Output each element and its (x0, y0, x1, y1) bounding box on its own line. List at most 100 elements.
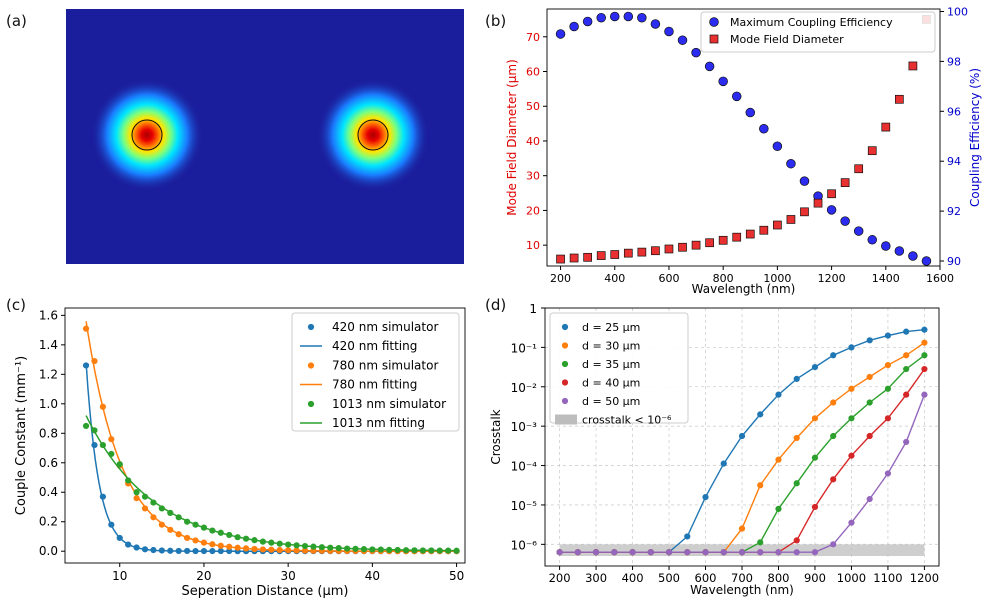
d-series-point (866, 337, 873, 344)
b-point-mode-field-diameter (800, 207, 809, 217)
d-legend-marker (561, 397, 569, 405)
c-sim-point (192, 537, 199, 544)
c-sim-point (200, 539, 208, 546)
d-legend-marker (561, 379, 569, 386)
d-series-point (811, 549, 819, 556)
b-point-coupling-efficiency (745, 107, 756, 118)
d-series-point (921, 391, 928, 398)
b-point-coupling-efficiency (867, 235, 877, 245)
c-sim-point (133, 495, 140, 502)
d-y-tick-label: 10⁻³ (511, 420, 538, 434)
c-sim-point (133, 489, 140, 496)
b-point-coupling-efficiency (799, 176, 810, 186)
d-x-tick-label: 200 (549, 571, 571, 585)
d-legend-label: d = 30 μm (582, 340, 640, 353)
d-series-point (720, 460, 727, 467)
b-point-mode-field-diameter (908, 61, 918, 71)
d-series-point (811, 363, 819, 371)
b-point-coupling-efficiency (908, 251, 918, 261)
b-point-coupling-efficiency (691, 47, 701, 58)
c-sim-point (276, 546, 283, 554)
b-yright-axis-label: Coupling Efficiency (%) (968, 68, 982, 207)
c-sim-point (402, 547, 410, 554)
c-sim-point (108, 521, 115, 528)
b-yleft-tick-label: 60 (526, 66, 540, 79)
d-series-point (866, 399, 873, 406)
c-sim-point (150, 499, 157, 506)
d-series-point (903, 438, 910, 446)
c-y-tick-label: 1.4 (39, 338, 58, 352)
mode-right-glow (317, 79, 429, 191)
b-point-coupling-efficiency (650, 19, 661, 29)
b-yright-tick-label: 100 (947, 5, 968, 18)
c-x-tick-label: 20 (196, 569, 211, 583)
b-point-mode-field-diameter (637, 247, 647, 257)
b-point-mode-field-diameter (664, 244, 674, 254)
d-series-point (830, 476, 837, 483)
d-series-point (884, 385, 892, 392)
c-sim-point (116, 461, 123, 468)
b-point-mode-field-diameter (773, 220, 782, 230)
d-series-point (884, 470, 892, 477)
d-series-point (592, 549, 600, 556)
c-sim-point (301, 542, 309, 550)
panel-label-b: (b) (485, 12, 506, 30)
d-series-point (866, 432, 873, 440)
b-point-coupling-efficiency (582, 16, 593, 27)
c-y-tick-label: 1.0 (39, 397, 58, 411)
panel-label-a: (a) (6, 12, 27, 30)
b-yleft-tick-label: 30 (526, 170, 540, 183)
d-y-tick-label: 10⁻⁴ (511, 460, 538, 474)
b-yright-tick-label: 94 (947, 155, 961, 168)
b-yright-tick-label: 96 (947, 105, 961, 118)
d-series-point (775, 549, 782, 556)
d-series-point (665, 549, 673, 556)
d-series-point (921, 339, 928, 346)
b-point-coupling-efficiency (555, 29, 566, 39)
c-sim-point (310, 543, 317, 550)
d-series-point (884, 415, 892, 422)
c-sim-point (184, 518, 191, 525)
d-series-point (921, 326, 928, 333)
b-plot-frame (546, 8, 941, 267)
d-x-tick-label: 700 (731, 571, 753, 585)
b-yleft-tick-label: 10 (526, 239, 540, 252)
b-x-tick-label: 1600 (926, 272, 954, 285)
d-series-point (848, 385, 855, 392)
panel-label-c: (c) (6, 296, 26, 314)
d-series-point (793, 549, 800, 556)
d-series-point (611, 549, 618, 556)
c-sim-point (150, 546, 157, 554)
b-point-mode-field-diameter (894, 94, 904, 104)
b-point-coupling-efficiency (664, 26, 674, 37)
d-series-point (811, 415, 819, 422)
d-x-tick-label: 600 (695, 571, 717, 585)
b-x-tick-label: 1400 (872, 272, 900, 285)
c-sim-point (335, 545, 342, 552)
d-legend-marker-threshold (555, 414, 577, 425)
c-sim-point (386, 546, 393, 553)
c-x-tick-label: 10 (112, 569, 127, 583)
b-point-mode-field-diameter (840, 178, 850, 187)
c-sim-point (318, 544, 325, 551)
d-x-tick-label: 1100 (873, 571, 902, 585)
d-legend-marker (561, 360, 569, 368)
c-sim-point (82, 325, 90, 332)
b-point-mode-field-diameter (732, 232, 742, 242)
c-x-tick-label: 50 (449, 569, 464, 583)
b-point-mode-field-diameter (759, 225, 769, 235)
c-sim-point (453, 547, 460, 554)
c-sim-point (251, 537, 258, 544)
d-series-point (921, 352, 928, 359)
d-series-point (793, 375, 800, 383)
c-x-tick-label: 30 (281, 569, 296, 583)
c-sim-point (175, 547, 182, 555)
b-point-coupling-efficiency (610, 11, 620, 22)
c-y-tick-label: 0.6 (39, 456, 58, 470)
b-legend-label-coupling: Maximum Coupling Efficiency (730, 16, 893, 29)
b-x-tick-label: 600 (658, 272, 679, 285)
c-legend-marker-sim (307, 362, 315, 369)
c-sim-point (91, 441, 98, 449)
c-legend-box (291, 312, 460, 432)
d-y-tick-label: 10⁻⁵ (511, 499, 538, 513)
